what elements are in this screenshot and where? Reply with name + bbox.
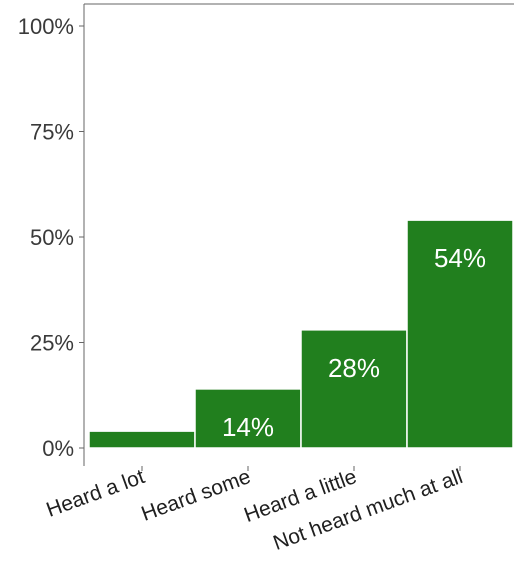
bar <box>88 430 196 449</box>
bar <box>300 329 408 449</box>
data-label: 54% <box>434 243 486 273</box>
y-tick-label: 75% <box>30 120 74 145</box>
y-tick-label: 50% <box>30 225 74 250</box>
bar <box>406 219 514 449</box>
plot-frame <box>83 3 514 466</box>
data-label: 14% <box>222 412 274 442</box>
y-tick-label: 0% <box>42 436 74 461</box>
y-tick-label: 100% <box>18 14 74 39</box>
x-tick-label: Not heard much at all <box>270 465 465 555</box>
data-label: 28% <box>328 353 380 383</box>
bars <box>88 219 514 449</box>
y-axis: 0% 25% 50% 75% 100% <box>18 14 84 461</box>
y-tick-label: 25% <box>30 331 74 356</box>
x-tick-label: Heard a lot <box>43 465 148 522</box>
